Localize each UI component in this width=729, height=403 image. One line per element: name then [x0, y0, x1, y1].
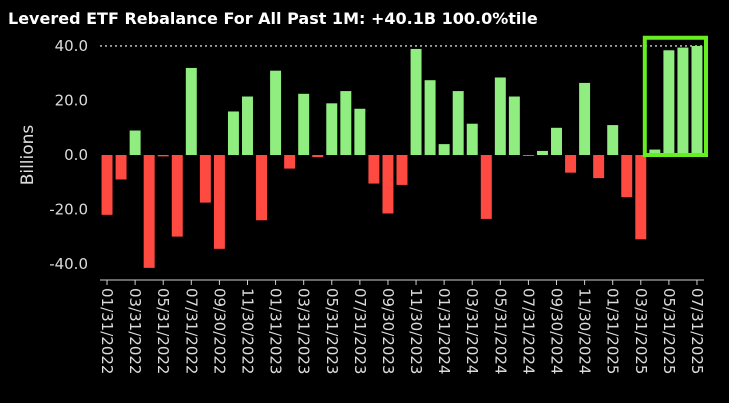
highlight-box: [642, 35, 708, 157]
x-tick-label: 05/31/2023: [323, 288, 341, 374]
x-tick-label: 05/31/2025: [660, 288, 678, 374]
x-tick-label: 01/31/2023: [267, 288, 285, 374]
x-tick-label: 09/30/2024: [548, 288, 566, 374]
bar: [691, 45, 703, 155]
x-tick-label: 07/31/2023: [351, 288, 369, 374]
bar: [143, 155, 155, 268]
x-tick-label: 11/30/2023: [407, 288, 425, 374]
x-tick-label: 07/31/2025: [688, 288, 706, 374]
x-tick-label: 03/31/2023: [295, 288, 313, 374]
y-tick-label: -20.0: [49, 200, 88, 218]
bar: [284, 155, 296, 169]
bar: [242, 96, 253, 155]
x-tick-label: 11/30/2024: [576, 288, 594, 374]
bar: [157, 155, 169, 157]
bar: [424, 80, 436, 155]
bar: [677, 47, 689, 156]
bar: [382, 155, 394, 214]
bar: [199, 155, 211, 203]
bar: [593, 155, 605, 179]
x-tick-label: 01/31/2025: [604, 288, 622, 374]
bar: [565, 155, 577, 173]
bar: [185, 67, 197, 155]
y-tick-label: 0.0: [64, 146, 88, 164]
x-tick-label: 03/31/2025: [632, 288, 650, 374]
x-tick-label: 03/31/2024: [463, 288, 481, 374]
x-tick-label: 05/31/2022: [154, 288, 172, 374]
bar: [466, 123, 478, 155]
bar: [340, 91, 352, 155]
bar: [256, 155, 268, 221]
bar: [115, 155, 127, 180]
overlay-layer: [642, 35, 708, 157]
x-tick-label: 01/31/2022: [98, 288, 116, 374]
y-tick-label: -40.0: [49, 255, 88, 273]
x-tick-label: 09/30/2023: [379, 288, 397, 374]
bar: [649, 149, 661, 155]
bar: [438, 144, 450, 155]
bar: [607, 125, 619, 155]
tick-layer: 01/31/2022 03/31/2022 05/31/2022 07/31/2022…: [98, 280, 706, 374]
bar: [536, 150, 548, 155]
x-tick-label: 07/31/2022: [182, 288, 200, 374]
bar: [298, 93, 310, 155]
bar: [508, 96, 520, 155]
bar: [579, 82, 591, 155]
x-tick-label: 11/30/2022: [238, 288, 256, 374]
bar: [326, 103, 338, 155]
bar: [270, 70, 282, 155]
x-tick-label: 09/30/2022: [210, 288, 228, 374]
bar: [354, 108, 366, 155]
bar: [312, 155, 324, 158]
bar: [494, 77, 506, 155]
y-tick-label: 40.0: [55, 37, 88, 55]
bar: [368, 155, 380, 184]
y-tick-label: 20.0: [55, 92, 88, 110]
y-axis-title: Billions: [18, 125, 38, 186]
bar: [452, 91, 464, 155]
bar: [396, 155, 408, 185]
x-tick-label: 07/31/2024: [519, 288, 537, 374]
x-tick-label: 05/31/2024: [491, 288, 509, 374]
bar: [635, 155, 647, 240]
x-tick-label: 01/31/2024: [435, 288, 453, 374]
chart-title: Levered ETF Rebalance For All Past 1M: +…: [8, 9, 538, 28]
bar: [410, 48, 422, 155]
x-tick-label: 03/31/2022: [126, 288, 144, 374]
bar: [227, 111, 239, 155]
bar-layer: [101, 45, 703, 268]
bar: [480, 155, 492, 219]
bar: [663, 50, 675, 155]
bar: [213, 155, 225, 249]
axis-layer: Billions 40.0 20.0 0.0 -20.0 -40.0: [18, 37, 704, 281]
bar: [621, 155, 633, 198]
bar: [171, 155, 183, 237]
bar: [101, 155, 113, 215]
bar: [522, 155, 534, 156]
bar: [551, 127, 562, 155]
bar: [129, 130, 141, 155]
